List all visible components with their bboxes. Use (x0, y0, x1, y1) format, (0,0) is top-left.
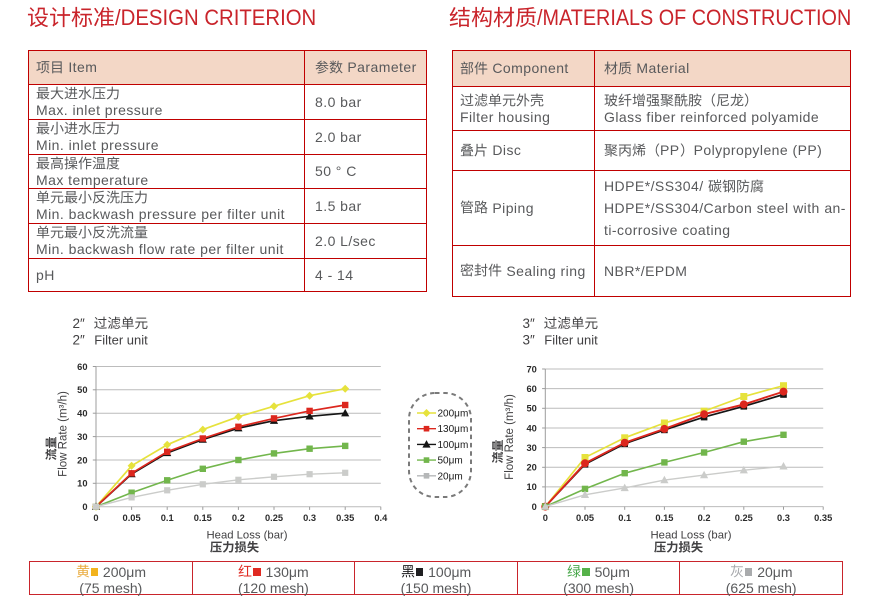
svg-text:0.3: 0.3 (777, 513, 790, 523)
svg-text:30: 30 (526, 443, 536, 453)
svg-text:0: 0 (532, 502, 537, 512)
svg-text:60: 60 (526, 384, 536, 394)
svg-text:Head Loss (bar): Head Loss (bar) (651, 530, 732, 542)
svg-text:0.2: 0.2 (698, 513, 711, 523)
svg-text:Head Loss (bar): Head Loss (bar) (207, 530, 288, 542)
svg-text:Flow Rate (m³/h): Flow Rate (m³/h) (58, 391, 70, 477)
svg-text:2″: 2″ (73, 316, 86, 331)
svg-text:2″: 2″ (73, 333, 86, 348)
svg-text:100μm: 100μm (438, 440, 469, 451)
svg-text:0.15: 0.15 (194, 513, 212, 523)
svg-text:3″: 3″ (523, 316, 536, 331)
svg-text:0.25: 0.25 (735, 513, 753, 523)
svg-text:60: 60 (77, 362, 87, 372)
svg-text:0.25: 0.25 (265, 513, 283, 523)
svg-text:0: 0 (93, 513, 98, 523)
svg-text:20: 20 (526, 463, 536, 473)
svg-text:Filter unit: Filter unit (544, 333, 598, 348)
svg-text:70: 70 (526, 364, 536, 374)
svg-text:0.3: 0.3 (303, 513, 316, 523)
svg-text:10: 10 (526, 482, 536, 492)
svg-text:0.05: 0.05 (123, 513, 141, 523)
svg-text:50μm: 50μm (438, 456, 463, 467)
svg-text:10: 10 (77, 479, 87, 489)
svg-text:0: 0 (543, 513, 548, 523)
svg-text:0.1: 0.1 (618, 513, 631, 523)
svg-text:40: 40 (77, 409, 87, 419)
svg-text:130μm: 130μm (438, 424, 469, 435)
svg-text:0.05: 0.05 (576, 513, 594, 523)
svg-text:0.35: 0.35 (814, 513, 832, 523)
svg-text:20: 20 (77, 455, 87, 465)
svg-text:0.4: 0.4 (374, 513, 388, 523)
svg-text:0.2: 0.2 (232, 513, 245, 523)
svg-text:Flow Rate (m³/h): Flow Rate (m³/h) (504, 394, 516, 480)
svg-text:30: 30 (77, 432, 87, 442)
svg-text:50: 50 (526, 404, 536, 414)
svg-text:0.15: 0.15 (655, 513, 673, 523)
svg-text:Filter unit: Filter unit (94, 333, 148, 348)
svg-text:40: 40 (526, 423, 536, 433)
svg-text:20μm: 20μm (438, 471, 463, 482)
svg-text:50: 50 (77, 385, 87, 395)
svg-text:0.1: 0.1 (161, 513, 174, 523)
svg-text:0.35: 0.35 (336, 513, 354, 523)
svg-text:3″: 3″ (523, 333, 536, 348)
svg-text:0: 0 (82, 502, 87, 512)
svg-text:200μm: 200μm (438, 409, 469, 420)
